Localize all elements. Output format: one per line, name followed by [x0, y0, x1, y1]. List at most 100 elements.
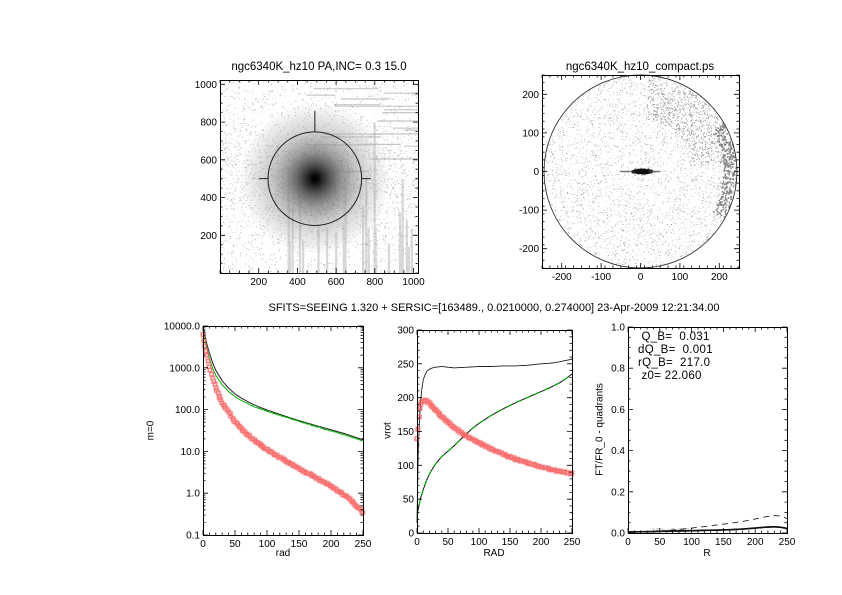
y-tick-label: 600: [200, 155, 217, 166]
profile-series-data-red-squares: [200, 332, 365, 515]
x-tick-label: 1000: [402, 277, 425, 288]
profile-series-data-red-squares-halo: [200, 331, 366, 516]
y-tick-label: 300: [397, 326, 414, 337]
x-tick-label: 250: [779, 537, 796, 548]
y-tick-label: 800: [200, 118, 217, 129]
profile-panel: 0 50 100 150 200 250 0.1 1.0 10.0 100.0 1000.0 1000…: [164, 322, 372, 551]
y-tick-label: 0.0: [611, 529, 625, 540]
y-tick-label: 100: [522, 128, 539, 139]
y-tick-label: 10000.0: [164, 322, 201, 333]
x-tick-label: 150: [502, 537, 519, 548]
x-tick-label: 250: [355, 539, 372, 550]
x-tick-label: 100: [683, 537, 700, 548]
x-tick-label: -100: [591, 272, 611, 283]
annotation-dqb: dQ_B= 0.001: [638, 344, 713, 356]
plot-frame: [628, 327, 788, 534]
bottom-row-title: SFITS=SEEING 1.320 + SERSIC=[163489., 0.…: [268, 302, 720, 314]
rotation-panel: 0 50 100 150 200 250 0 50 100 150 200 250 300: [397, 326, 580, 549]
fourier-y-axis-label: FT/FR_0 - quadrants: [594, 383, 606, 476]
y-tick-label: 200: [522, 90, 539, 101]
x-tick-label: 100: [471, 537, 488, 548]
x-tick-label: 600: [328, 277, 345, 288]
galaxy-image-panel: 200 400 600 800 1000 200 400 600 800 1000: [195, 80, 425, 288]
compact-scatter-content: [544, 75, 737, 268]
plot-frame: [203, 326, 364, 536]
profile-y-axis-label: m=0: [145, 420, 157, 441]
y-tick-label: 0.4: [611, 446, 625, 457]
y-tick-label: -200: [519, 244, 539, 255]
plot-frame: [417, 330, 573, 534]
x-tick-label: 200: [711, 272, 728, 283]
noise-dots: [713, 123, 737, 218]
y-tick-label: 400: [200, 193, 217, 204]
y-tick-label: 200: [397, 393, 414, 404]
x-tick-label: -200: [552, 272, 572, 283]
fourier-x-axis-label: R: [703, 548, 711, 559]
x-tick-label: 50: [229, 539, 241, 550]
x-tick-label: 250: [564, 537, 581, 548]
y-tick-label: 1.0: [186, 489, 200, 500]
y-tick-label: 100.0: [175, 405, 200, 416]
x-tick-label: 200: [323, 539, 340, 550]
y-tick-label: 100: [397, 461, 414, 472]
rotation-y-axis-label: vrot: [382, 422, 394, 439]
axis-ticks: [416, 329, 573, 534]
noise-dots: [646, 77, 735, 167]
profile-series-disk-component-green: [202, 326, 364, 442]
axis-ticks: [202, 325, 364, 536]
x-tick-label: 0: [638, 272, 644, 283]
rotation-series-vc-disk-green-dashed: [416, 373, 573, 517]
y-tick-label: 0: [533, 167, 539, 178]
annotation-qb: Q_B= 0.031: [638, 331, 710, 343]
y-tick-label: 50: [403, 495, 415, 506]
x-tick-label: 50: [654, 537, 666, 548]
x-tick-label: 150: [715, 537, 732, 548]
profile-series-model-total-black: [202, 326, 364, 441]
rotation-series-vc-disk-green-dashed-underlay: [416, 373, 573, 517]
x-tick-label: 200: [747, 537, 764, 548]
x-tick-label: 100: [672, 272, 689, 283]
y-tick-label: 1000: [195, 80, 218, 91]
x-tick-label: 800: [366, 277, 383, 288]
noise-dots: [545, 79, 737, 268]
center-core-blob: [631, 168, 654, 175]
rotation-series-vrot-data-red-squares: [414, 398, 575, 476]
x-tick-label: 150: [291, 539, 308, 550]
x-tick-label: 200: [250, 277, 267, 288]
y-tick-label: -100: [519, 206, 539, 217]
fourier-series-ft-dashed-black: [628, 515, 788, 533]
x-tick-label: 0: [414, 537, 420, 548]
annotation-z0: z0= 22.060: [638, 370, 702, 382]
x-tick-label: 400: [289, 277, 306, 288]
y-tick-label: 250: [397, 359, 414, 370]
x-tick-label: 200: [533, 537, 550, 548]
y-tick-label: 200: [200, 231, 217, 242]
x-tick-label: 0: [625, 537, 631, 548]
y-tick-label: 0.1: [186, 531, 200, 542]
fourier-panel: 0 50 100 150 200 250 0.0 0.2 0.4 0.6 0.8 1.0: [611, 323, 796, 549]
plot-frame: [542, 75, 740, 269]
y-tick-label: 10.0: [181, 447, 201, 458]
x-tick-label: 100: [259, 539, 276, 550]
x-tick-label: 0: [200, 539, 206, 550]
y-tick-label: 150: [397, 427, 414, 438]
center-axis-marks: [258, 110, 371, 180]
rotation-series-vc-total-black: [416, 358, 573, 523]
top-right-plot-title: ngc6340K_hz10_compact.ps: [565, 61, 715, 73]
y-tick-label: 0: [408, 529, 414, 540]
y-tick-label: 1.0: [611, 323, 625, 334]
plot-frame: [220, 80, 419, 274]
y-tick-label: 0.8: [611, 364, 625, 375]
compact-scatter-panel: -200 -100 0 100 200 -200 -100 0 100 200: [519, 74, 740, 283]
x-tick-label: 50: [442, 537, 454, 548]
profile-x-axis-label: rad: [275, 548, 291, 559]
y-tick-label: 0.6: [611, 405, 625, 416]
top-left-plot-title: ngc6340K_hz10 PA,INC= 0.3 15.0: [231, 61, 407, 73]
galaxy-halo: [240, 104, 389, 253]
annotation-rqb: rQ_B= 217.0: [638, 357, 711, 369]
y-tick-label: 1000.0: [169, 363, 200, 374]
rotation-x-axis-label: RAD: [483, 548, 505, 559]
galaxy-image-content: [220, 80, 418, 273]
